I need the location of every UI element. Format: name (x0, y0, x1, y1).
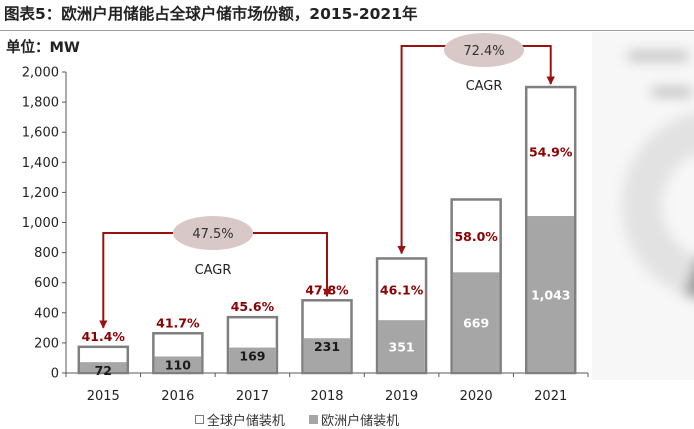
europe-value-label: 351 (389, 340, 415, 355)
bar-europe-2020 (452, 272, 500, 372)
y-tick-label: 600 (34, 276, 59, 291)
cagr-label: CAGR (195, 263, 232, 278)
y-tick-label: 200 (34, 336, 59, 351)
legend-item-total: 全球户储装机 (194, 410, 285, 429)
share-label: 54.9% (529, 145, 573, 160)
bar-europe-2018 (303, 338, 351, 372)
europe-value-label: 1,043 (531, 288, 571, 303)
cagr-value: 72.4% (463, 44, 504, 59)
bar-europe-2019 (378, 320, 425, 372)
y-tick-label: 2,000 (22, 66, 59, 81)
x-tick-label: 2018 (310, 389, 343, 404)
europe-value-label: 669 (463, 316, 489, 331)
legend-item-europe: 欧洲户储装机 (309, 410, 399, 429)
legend: 全球户储装机 欧洲户储装机 (0, 410, 594, 429)
y-tick-label: 400 (34, 306, 59, 321)
x-tick-label: 2020 (460, 389, 493, 404)
cagr-label: CAGR (466, 79, 503, 94)
legend-swatch-total (194, 415, 204, 424)
x-tick-label: 2017 (236, 389, 269, 404)
y-tick-label: 1,800 (22, 96, 59, 111)
share-label: 41.4% (82, 329, 126, 344)
y-tick-label: 1,600 (22, 126, 59, 141)
x-tick-label: 2019 (385, 389, 418, 404)
unit-label: 单位：MW (6, 40, 80, 56)
cagr-ellipse (444, 33, 524, 67)
legend-swatch-europe (309, 415, 319, 424)
bar-europe-2021 (527, 216, 574, 372)
y-tick-label: 1,400 (22, 156, 59, 171)
y-tick-label: 0 (51, 367, 59, 382)
y-tick-label: 1,000 (22, 216, 59, 231)
share-label: 58.0% (454, 229, 498, 244)
legend-label-europe: 欧洲户储装机 (321, 414, 400, 429)
share-label: 45.6% (231, 299, 275, 314)
x-tick-label: 2016 (161, 389, 194, 404)
figure-title: 图表5：欧洲户用储能占全球户储市场份额，2015-2021年 (4, 5, 418, 23)
cagr-value: 47.5% (192, 227, 233, 242)
y-tick-label: 1,200 (22, 186, 59, 201)
x-tick-label: 2021 (534, 389, 567, 404)
bar-europe-2016 (154, 356, 202, 372)
x-tick-label: 2015 (87, 389, 120, 404)
title-divider (0, 30, 694, 31)
y-tick-label: 800 (34, 246, 59, 261)
europe-value-label: 231 (314, 339, 340, 354)
share-label: 46.1% (380, 282, 424, 297)
cagr-ellipse (173, 216, 253, 250)
legend-label-total: 全球户储装机 (206, 414, 285, 429)
blurred-side-figure (592, 32, 694, 380)
bar-europe-2015 (80, 362, 127, 372)
europe-value-label: 110 (165, 357, 191, 372)
share-label: 41.7% (156, 315, 200, 330)
europe-value-label: 169 (239, 349, 265, 364)
bar-europe-2017 (229, 347, 276, 372)
europe-value-label: 72 (95, 363, 112, 378)
